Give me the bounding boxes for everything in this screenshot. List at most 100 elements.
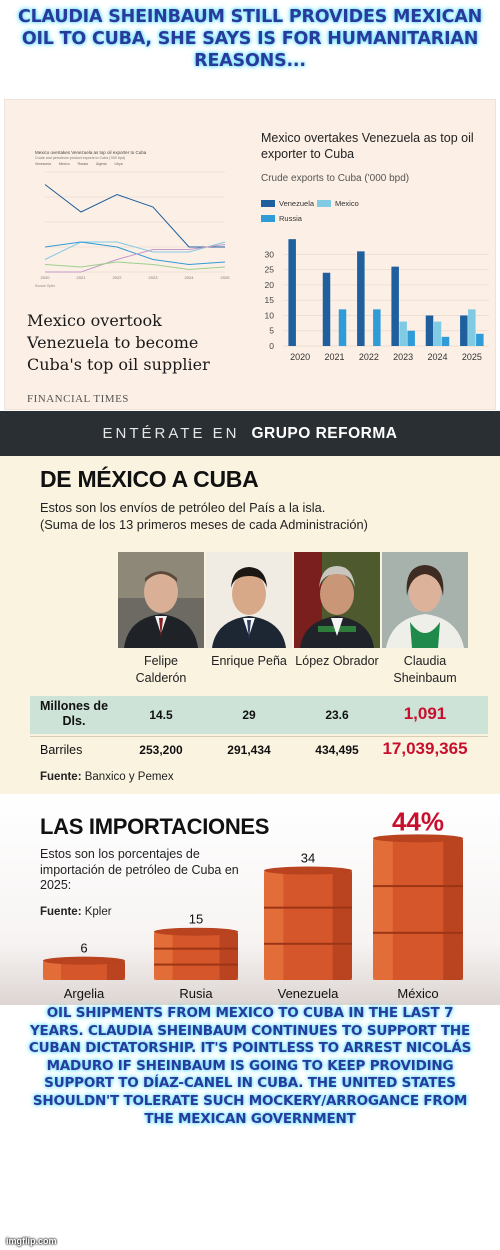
barrel-value-label: 44%: [392, 806, 444, 836]
row-barrels-label: Barriles: [40, 743, 83, 757]
bar-venezuela-2020: [288, 239, 296, 346]
ft-chart-title: Mexico overtakes Venezuela as top oil ex…: [261, 131, 474, 161]
y-tick-label: 5: [269, 326, 274, 336]
name-lopez-obrador: López Obrador: [295, 654, 379, 668]
barrel-rusia: [154, 927, 238, 980]
barrels-lopez-obrador: 434,495: [315, 743, 359, 757]
name-sheinbaum: Claudia Sheinbaum: [393, 654, 457, 685]
barrel-body: [373, 838, 463, 980]
mexico-cuba-source: Fuente: Banxico y Pemex: [40, 771, 174, 783]
barrel-ring: [264, 906, 352, 909]
barrel-venezuela: [264, 866, 352, 980]
y-tick-label: 0: [269, 341, 274, 351]
reforma-banner: ENTÉRATE EN GRUPO REFORMA: [0, 411, 500, 456]
barrel-shadow: [106, 960, 125, 980]
bottom-caption: OIL SHIPMENTS FROM MEXICO TO CUBA IN THE…: [28, 1005, 472, 1127]
barrel-ring: [373, 885, 463, 888]
barrel-body: [154, 931, 238, 980]
barrel-body: [264, 870, 352, 980]
bar-russia-2025: [476, 333, 484, 346]
mini-legend-venezuela: Venezuela: [35, 162, 51, 166]
x-tick-label: 2020: [290, 352, 310, 362]
mexico-cuba-subtitle: Estos son los envíos de petróleo del Paí…: [40, 499, 490, 533]
ft-headline: Mexico overtook Venezuela to become Cuba…: [27, 311, 210, 374]
ft-bar-chart-card: Mexico overtakes Venezuela as top oil ex…: [253, 100, 497, 411]
ft-chart-subtitle: Crude exports to Cuba ('000 bpd): [261, 173, 410, 184]
bar-venezuela-2024: [425, 315, 434, 346]
mini-x-tick: 2023: [149, 275, 159, 280]
barrel-ring: [154, 947, 238, 950]
millions-sheinbaum: 1,091: [403, 704, 447, 723]
bar-venezuela-2022: [357, 251, 365, 346]
portrait-calderon: [118, 552, 204, 648]
barrel-lid: [43, 956, 125, 965]
ft-brand: FINANCIAL TIMES: [27, 393, 129, 405]
portrait-sheinbaum: [382, 552, 468, 648]
legend-label-mexico: Mexico: [335, 199, 359, 208]
ft-article-card: Mexico overtakes Venezuela as top oil ex…: [11, 106, 237, 406]
barrel-category-label: México: [397, 986, 438, 1001]
barrel-value-label: 34: [301, 851, 315, 866]
bar-venezuela-2025: [460, 315, 468, 346]
ft-mini-legend: Venezuela Mexico Russia Algeria Libya: [35, 162, 123, 166]
y-tick-label: 10: [265, 310, 275, 320]
bar-russia-2024: [441, 336, 450, 346]
millions-calderon: 14.5: [149, 708, 173, 722]
barrel-lid: [264, 866, 352, 875]
name-pena: Enrique Peña: [211, 654, 287, 668]
barrel-category-label: Venezuela: [278, 986, 339, 1001]
reforma-brand: GRUPO REFORMA: [251, 424, 398, 442]
x-tick-label: 2021: [324, 352, 344, 362]
barrel-value-label: 15: [189, 912, 203, 927]
row-millions-background: [30, 696, 488, 734]
bar-mexico-2025: [468, 309, 476, 346]
legend-label-russia: Russia: [279, 214, 302, 223]
y-tick-label: 30: [265, 249, 275, 259]
barrel-highlight: [154, 931, 173, 980]
mini-legend-libya: Libya: [114, 162, 123, 166]
mexico-cuba-subtitle-line-2: (Suma de los 13 primeros meses de cada A…: [40, 517, 368, 532]
barrels-sheinbaum: 17,039,365: [382, 739, 468, 758]
imports-subtitle: Estos son los porcentajes de importación…: [40, 847, 239, 892]
mini-line-algeria: [45, 244, 226, 273]
barrel-highlight: [373, 838, 393, 980]
mexico-cuba-title: DE MÉXICO A CUBA: [40, 466, 259, 492]
imports-source-text: Kpler: [84, 906, 112, 918]
mini-legend-mexico: Mexico: [58, 162, 70, 166]
legend-label-venezuela: Venezuela: [279, 199, 315, 208]
millions-pena: 29: [242, 708, 256, 722]
x-tick-label: 2023: [393, 352, 413, 362]
row-barrels-values: 253,200 291,434 434,495 17,039,365: [118, 739, 468, 759]
bar-venezuela-2021: [322, 272, 331, 346]
imports-source: Fuente: Kpler: [40, 906, 112, 918]
bar-mexico-2024: [433, 321, 442, 346]
barrel-shadow: [443, 838, 463, 980]
barrel-lid: [373, 834, 463, 843]
ft-mini-chart-subtitle: Crude and petroleum product exports to C…: [35, 156, 126, 160]
barrel-value-label: 6: [80, 941, 87, 956]
barrels-pena: 291,434: [227, 743, 271, 757]
legend-swatch-mexico: [317, 200, 331, 207]
y-tick-label: 15: [265, 295, 275, 305]
portrait-pena: [206, 552, 292, 648]
barrel-ring: [264, 942, 352, 945]
table-divider: [30, 736, 488, 737]
barrels-calderon: 253,200: [139, 743, 183, 757]
mini-x-tick: 2022: [113, 275, 123, 280]
x-tick-label: 2022: [359, 352, 379, 362]
imgflip-watermark: imgflip.com: [6, 1236, 57, 1246]
reforma-prefix: ENTÉRATE EN: [102, 425, 240, 442]
barrel-méxico: [373, 834, 463, 980]
imports-source-label: Fuente:: [40, 906, 82, 918]
y-tick-label: 25: [265, 265, 275, 275]
ft-mini-chart-title: Mexico overtakes Venezuela as top oil ex…: [35, 150, 147, 155]
mexico-cuba-source-label: Fuente:: [40, 771, 82, 783]
mini-x-tick: 2021: [77, 275, 87, 280]
legend-swatch-russia: [261, 215, 275, 222]
mini-legend-algeria: Algeria: [95, 162, 107, 166]
x-tick-label: 2025: [462, 352, 482, 362]
legend-swatch-venezuela: [261, 200, 275, 207]
bar-russia-2023: [407, 330, 415, 346]
mini-line-mexico: [44, 241, 226, 260]
